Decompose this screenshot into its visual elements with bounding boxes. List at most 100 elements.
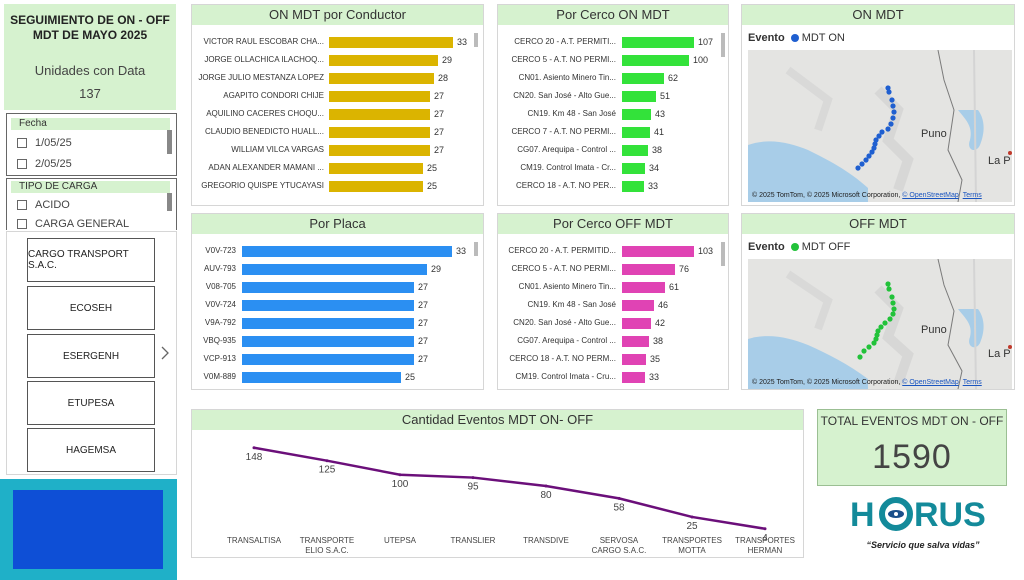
- cerco-on-bar-row[interactable]: CN01. Asiento Minero Tin... 62: [498, 69, 728, 87]
- placa-bar-row[interactable]: V0V-723 33: [192, 242, 483, 260]
- map-point[interactable]: [869, 149, 875, 155]
- conductor-bar-row[interactable]: WILLIAM VILCA VARGAS 27: [192, 141, 483, 159]
- cerco-off-bar-row[interactable]: CERCO 20 - A.T. PERMITID... 103: [498, 242, 728, 260]
- bar[interactable]: [622, 282, 665, 293]
- map-point[interactable]: [891, 109, 897, 115]
- placa-bar-row[interactable]: V9A-792 27: [192, 314, 483, 332]
- cerco-on-bar-row[interactable]: CERCO 18 - A.T. NO PER... 33: [498, 177, 728, 195]
- map-point[interactable]: [871, 145, 877, 151]
- map-point[interactable]: [863, 157, 869, 163]
- placa-bar-row[interactable]: V0V-724 27: [192, 296, 483, 314]
- cerco-on-bar-row[interactable]: CM19. Control Imata - Cr... 34: [498, 159, 728, 177]
- map-point[interactable]: [879, 129, 885, 135]
- data-point[interactable]: [690, 515, 694, 519]
- cerco-on-bar-row[interactable]: CN19. Km 48 - San José 43: [498, 105, 728, 123]
- bar[interactable]: [622, 354, 646, 365]
- bar[interactable]: [242, 282, 414, 293]
- cerco-on-bar-row[interactable]: CN20. San José - Alto Gue... 51: [498, 87, 728, 105]
- bar[interactable]: [329, 109, 430, 120]
- bar[interactable]: [622, 37, 694, 48]
- conductor-bar-row[interactable]: GREGORIO QUISPE YTUCAYASI 25: [192, 177, 483, 195]
- map-point[interactable]: [861, 348, 867, 354]
- conductor-bar-row[interactable]: CLAUDIO BENEDICTO HUALL... 27: [192, 123, 483, 141]
- company-button-ecoseh[interactable]: ECOSEH: [27, 286, 155, 330]
- cerco-on-bar-row[interactable]: CERCO 7 - A.T. NO PERMI... 41: [498, 123, 728, 141]
- bar[interactable]: [329, 163, 423, 174]
- map-point[interactable]: [888, 121, 894, 127]
- placa-bar-row[interactable]: VCP-913 27: [192, 350, 483, 368]
- bar[interactable]: [622, 55, 689, 66]
- map-point[interactable]: [874, 332, 880, 338]
- map-point[interactable]: [875, 328, 881, 334]
- bar[interactable]: [242, 372, 401, 383]
- company-button-cargo-transport[interactable]: CARGO TRANSPORT S.A.C.: [27, 238, 155, 282]
- cerco-off-bar-row[interactable]: CN19. Km 48 - San José 46: [498, 296, 728, 314]
- map-point[interactable]: [889, 97, 895, 103]
- bar[interactable]: [622, 181, 644, 192]
- map-point[interactable]: [872, 141, 878, 147]
- bar[interactable]: [622, 264, 675, 275]
- company-button-hagemsa[interactable]: HAGEMSA: [27, 428, 155, 472]
- conductor-scrollbar[interactable]: [474, 33, 478, 47]
- map-point[interactable]: [885, 281, 891, 287]
- cerco-off-bar-row[interactable]: CERCO 18 - A.T. NO PERM... 35: [498, 350, 728, 368]
- cerco-off-bar-row[interactable]: CG07. Arequipa - Control ... 38: [498, 332, 728, 350]
- cerco-off-bar-row[interactable]: CM19. Control Imata - Cru... 33: [498, 368, 728, 386]
- map-point[interactable]: [876, 133, 882, 139]
- placa-bar-row[interactable]: V08-705 27: [192, 278, 483, 296]
- map-point[interactable]: [866, 153, 872, 159]
- map-point[interactable]: [878, 324, 884, 330]
- bar[interactable]: [622, 336, 649, 347]
- map-off-canvas[interactable]: Puno La P © 2025 TomTom, © 2025 Microsof…: [748, 259, 1012, 389]
- data-point[interactable]: [763, 527, 767, 531]
- map-point[interactable]: [855, 165, 861, 171]
- map-point[interactable]: [885, 85, 891, 91]
- map-point[interactable]: [886, 89, 892, 95]
- tipo-carga-option-1[interactable]: ACIDO: [7, 195, 176, 214]
- map-point[interactable]: [890, 311, 896, 317]
- bar[interactable]: [329, 73, 434, 84]
- cerco-on-bar-row[interactable]: CERCO 20 - A.T. PERMITI... 107: [498, 33, 728, 51]
- fecha-option-1[interactable]: 1/05/25: [7, 132, 176, 153]
- bar[interactable]: [622, 300, 654, 311]
- fecha-scrollbar[interactable]: [167, 130, 172, 154]
- checkbox-icon[interactable]: [17, 158, 27, 169]
- data-point[interactable]: [544, 484, 548, 488]
- checkbox-icon[interactable]: [17, 199, 27, 210]
- bar[interactable]: [622, 127, 650, 138]
- bar[interactable]: [242, 318, 414, 329]
- map-point[interactable]: [882, 320, 888, 326]
- conductor-bar-row[interactable]: JORGE JULIO MESTANZA LOPEZ 28: [192, 69, 483, 87]
- bar[interactable]: [622, 109, 651, 120]
- company-button-etupesa[interactable]: ETUPESA: [27, 381, 155, 425]
- data-point[interactable]: [252, 446, 256, 450]
- placa-bar-row[interactable]: V0M-889 25: [192, 368, 483, 386]
- map-point[interactable]: [889, 294, 895, 300]
- conductor-bar-row[interactable]: AGAPITO CONDORI CHIJE 27: [192, 87, 483, 105]
- map-point[interactable]: [871, 340, 877, 346]
- bar[interactable]: [242, 336, 414, 347]
- chevron-right-icon[interactable]: [160, 346, 170, 360]
- bar[interactable]: [622, 91, 656, 102]
- bar[interactable]: [242, 264, 427, 275]
- map-on-canvas[interactable]: Puno La P © 2025 TomTom, © 2025 Microsof…: [748, 50, 1012, 202]
- cerco-off-bar-row[interactable]: CERCO 5 - A.T. NO PERMI... 76: [498, 260, 728, 278]
- bar[interactable]: [622, 163, 645, 174]
- data-point[interactable]: [398, 473, 402, 477]
- bar[interactable]: [329, 127, 430, 138]
- map-point[interactable]: [890, 300, 896, 306]
- conductor-bar-row[interactable]: ADAN ALEXANDER MAMANI ... 25: [192, 159, 483, 177]
- cerco-on-bar-row[interactable]: CERCO 5 - A.T. NO PERMI... 100: [498, 51, 728, 69]
- fecha-option-2[interactable]: 2/05/25: [7, 153, 176, 174]
- data-point[interactable]: [471, 476, 475, 480]
- conductor-bar-row[interactable]: VICTOR RAUL ESCOBAR CHA... 33: [192, 33, 483, 51]
- bar[interactable]: [242, 300, 414, 311]
- placa-scrollbar[interactable]: [474, 242, 478, 256]
- map-point[interactable]: [890, 103, 896, 109]
- bar[interactable]: [329, 37, 453, 48]
- bar[interactable]: [329, 55, 438, 66]
- cerco-off-bar-row[interactable]: CN20. San José - Alto Gue... 42: [498, 314, 728, 332]
- bar[interactable]: [622, 372, 645, 383]
- bar[interactable]: [242, 354, 414, 365]
- cerco-on-bar-row[interactable]: CG07. Arequipa - Control ... 38: [498, 141, 728, 159]
